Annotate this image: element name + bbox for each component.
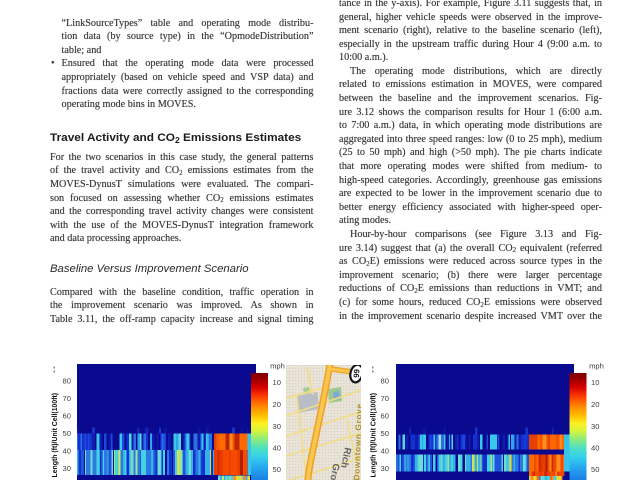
svg-text:70: 70 (63, 394, 71, 403)
svg-text:50: 50 (273, 465, 281, 474)
svg-text:50: 50 (381, 429, 389, 438)
svg-text:50: 50 (591, 465, 599, 474)
svg-text:20: 20 (591, 400, 599, 409)
svg-text:40: 40 (63, 447, 71, 456)
svg-text:70: 70 (381, 394, 389, 403)
svg-text:30: 30 (63, 464, 71, 473)
svg-text:30: 30 (381, 464, 389, 473)
svg-text:40: 40 (273, 444, 281, 453)
svg-text:Downtown Grove: Downtown Grove (352, 403, 364, 480)
svg-text:10: 10 (273, 378, 281, 387)
svg-text:10: 10 (591, 378, 599, 387)
svg-text:50: 50 (63, 429, 71, 438)
svg-text:Gro: Gro (327, 462, 341, 480)
svg-text:Length (ft)/Unit Cell(100ft): Length (ft)/Unit Cell(100ft) (52, 393, 59, 478)
svg-text:20: 20 (273, 400, 281, 409)
svg-text:80: 80 (63, 377, 71, 386)
svg-text:40: 40 (381, 447, 389, 456)
svg-text:Length (ft)/Unit Cell(100ft): Length (ft)/Unit Cell(100ft) (370, 393, 377, 478)
svg-text:30: 30 (273, 422, 281, 431)
svg-text:Rich: Rich (338, 446, 353, 469)
svg-text:60: 60 (63, 412, 71, 421)
svg-text:mph: mph (589, 362, 604, 371)
svg-text:60: 60 (381, 412, 389, 421)
svg-text:66: 66 (351, 369, 361, 379)
svg-text:40: 40 (591, 444, 599, 453)
svg-text:mph: mph (270, 362, 285, 371)
svg-text:30: 30 (591, 422, 599, 431)
svg-text:80: 80 (381, 377, 389, 386)
